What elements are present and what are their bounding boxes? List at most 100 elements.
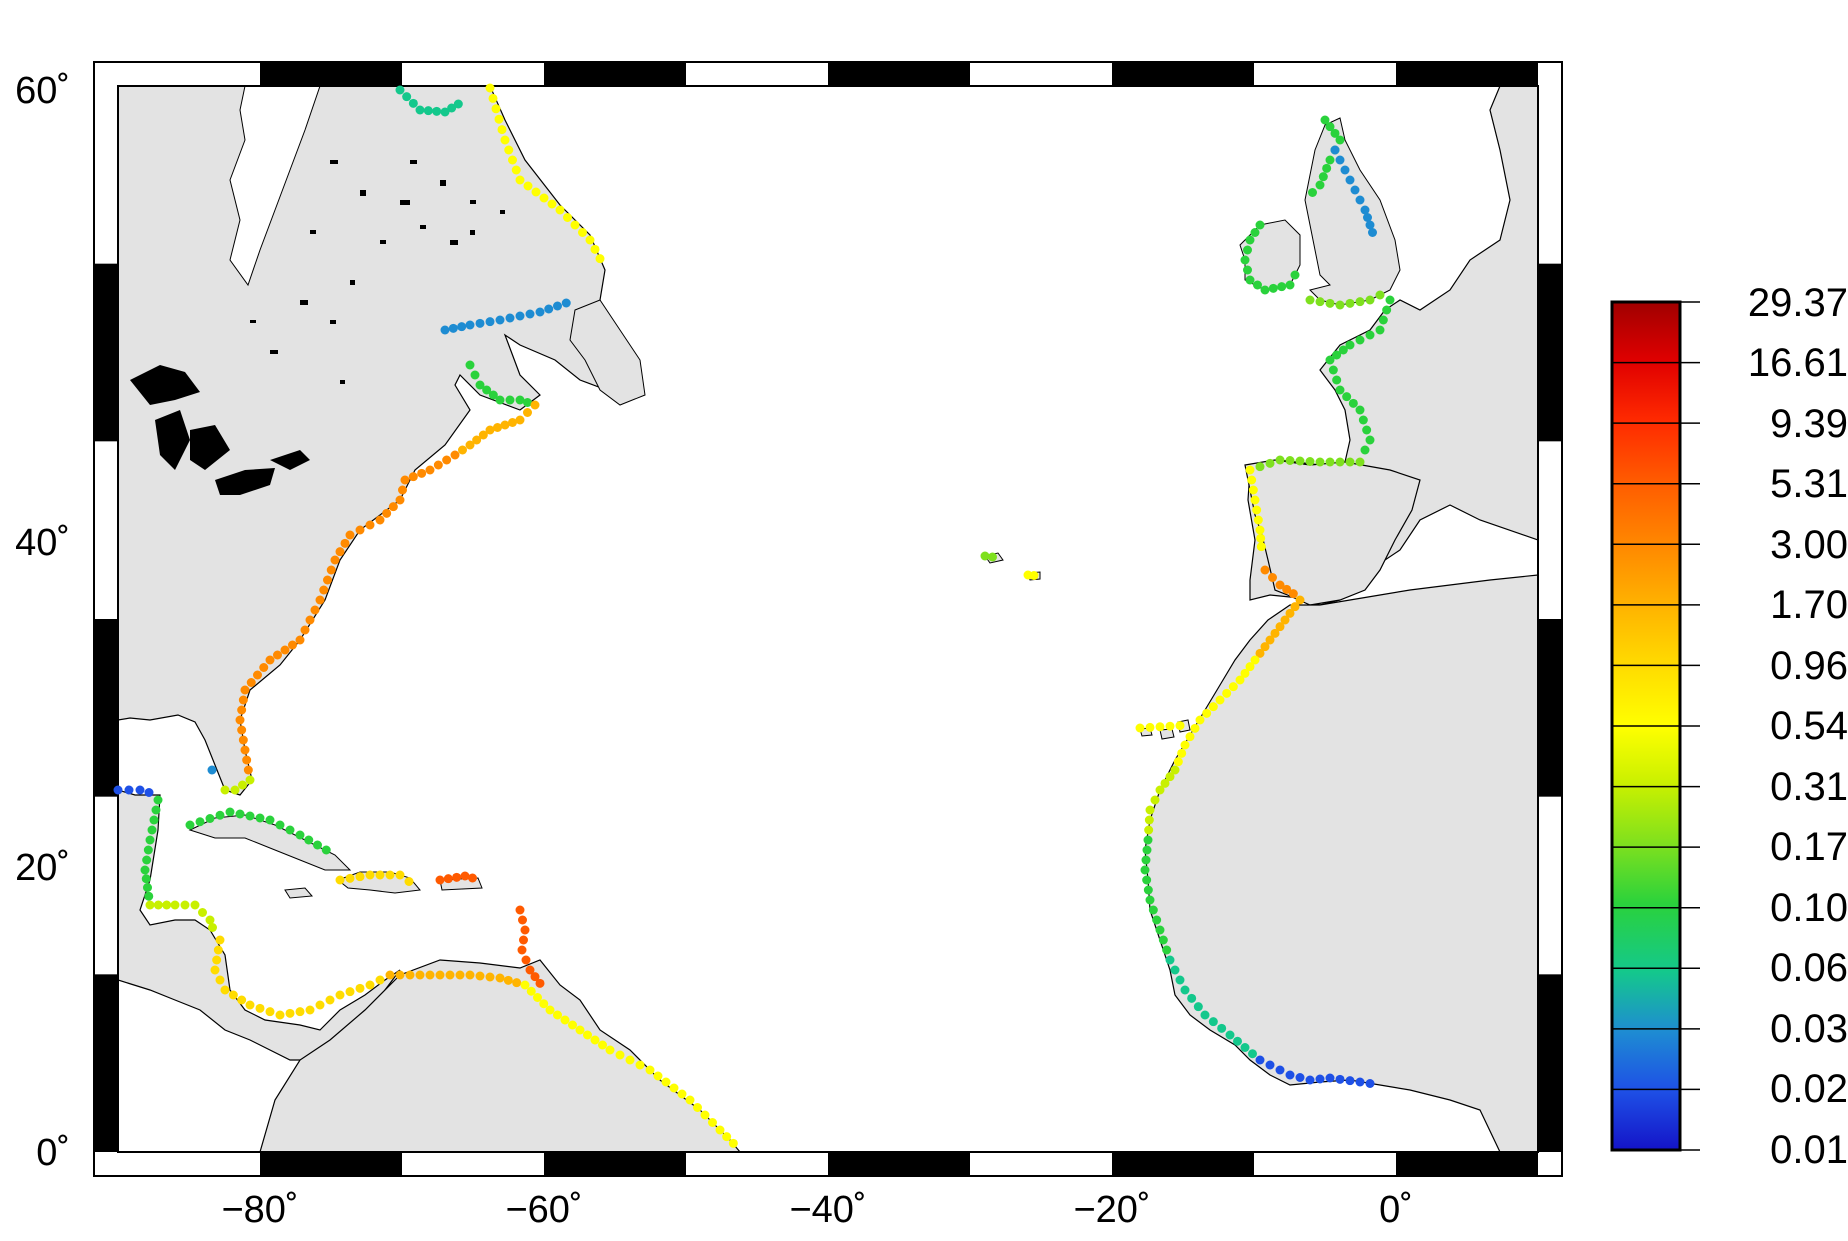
coast-point [1142,845,1152,855]
coast-point [1348,398,1358,408]
coast-point [215,935,225,945]
coast-point [523,181,533,191]
coast-point [530,400,540,410]
coast-point [375,515,385,525]
coast-point [402,92,412,102]
coast-point [335,875,345,885]
frame-segment [1538,263,1562,442]
x-tick-label: −20˚ [1073,1189,1150,1231]
frame-segment [94,619,118,797]
coast-point [1245,465,1255,475]
coast-point [237,725,247,735]
coast-point [198,908,207,917]
coast-point [240,745,250,755]
coast-point [145,835,155,845]
coast-point [508,155,517,165]
coast-point [1295,1073,1305,1082]
coast-point [715,1125,725,1135]
coast-point [1155,785,1165,795]
coast-point [1155,722,1165,732]
coast-point [1250,228,1260,237]
coast-point [395,970,405,980]
coast-point [1315,297,1325,307]
coast-point [615,1050,625,1060]
coast-point [1255,648,1265,658]
coast-point [553,1010,562,1020]
coast-point [265,655,275,665]
coast-point [243,765,253,775]
coast-point [382,508,392,518]
coast-point [560,1015,570,1025]
coast-point [1320,115,1330,125]
coast-point [460,871,470,881]
coast-point [242,755,252,765]
coast-point [495,973,505,983]
coast-point [653,1071,663,1081]
coast-point [521,955,531,965]
coast-point [1328,365,1338,375]
coast-point [273,650,282,660]
coast-point [1265,1060,1275,1070]
coast-point [526,986,536,996]
coast-point [1240,668,1250,678]
coast-point [1325,122,1335,132]
coast-point [140,865,150,875]
coast-point [661,1077,671,1087]
coast-point [531,187,541,197]
coast-point [1215,695,1225,705]
coast-point [1268,573,1277,582]
coast-point [238,695,248,705]
coast-point [315,595,325,605]
coast-point [423,106,433,116]
coast-point [1256,542,1266,552]
coast-point [1144,815,1154,825]
landmasses [118,86,1538,1152]
coast-point [385,970,395,980]
coast-point [518,915,527,925]
coast-point [1330,128,1340,138]
coast-point [693,1103,702,1112]
coast-point [305,1005,315,1015]
coast-point [1335,135,1345,145]
coast-point [1240,255,1250,265]
frame-segment [260,1152,402,1176]
coast-point [245,1000,255,1010]
coast-point [1193,1002,1203,1012]
coast-point [185,820,195,830]
coast-point [415,970,425,980]
coast-point [523,398,532,407]
coast-point [485,972,495,982]
coast-point [149,815,159,825]
coast-point [440,107,450,117]
coast-point [135,785,145,795]
coast-point [472,435,482,445]
coast-point [595,254,605,264]
colorbar-label: 0.96 [1770,644,1848,688]
x-tick-label: −80˚ [221,1189,298,1231]
frame-segment [1112,1152,1254,1176]
coast-point [415,105,425,115]
coast-point [335,547,345,557]
coast-point [1315,457,1325,467]
coast-point [495,395,505,405]
coast-point [1255,220,1265,230]
coast-point [570,220,580,230]
coast-point [1345,1076,1355,1086]
coast-point [1355,457,1365,467]
coast-point [245,775,255,785]
coast-point [1185,732,1195,742]
coast-point [1143,835,1153,845]
coast-point [700,1110,710,1120]
frame-segment [828,62,970,86]
coast-point [494,114,504,124]
coast-point [1245,235,1255,245]
colorbar-label: 16.61 [1748,341,1848,385]
coast-point [395,495,405,505]
coast-point [500,420,510,430]
coast-point [1195,715,1205,725]
coast-point [153,900,163,910]
frame-segment [828,1152,970,1176]
coast-point [475,380,485,390]
coast-point [310,605,320,615]
coast-point [1338,345,1348,355]
